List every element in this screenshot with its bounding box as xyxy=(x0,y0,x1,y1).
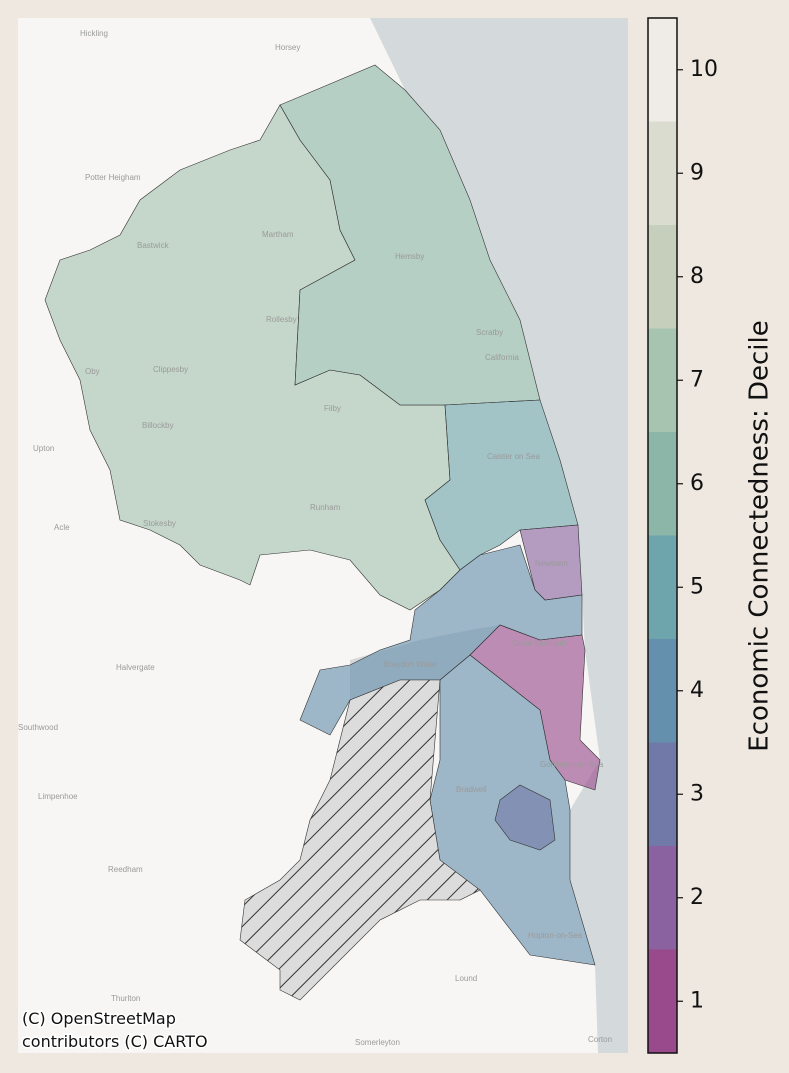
place-label: Hemsby xyxy=(395,252,424,261)
place-label: Acle xyxy=(54,523,70,532)
place-label: Limpenhoe xyxy=(38,792,78,801)
colorbar-tick-label: 9 xyxy=(690,160,704,185)
sea xyxy=(370,18,628,1053)
place-label: Breydon Water xyxy=(384,660,437,669)
place-label: Hickling xyxy=(80,29,108,38)
place-label: Halvergate xyxy=(116,663,155,672)
place-label: California xyxy=(485,353,519,362)
place-label: Clippesby xyxy=(153,365,188,374)
colorbar-swatch xyxy=(648,432,677,536)
place-label: Upton xyxy=(33,444,54,453)
colorbar-swatch xyxy=(648,328,677,432)
attribution: (C) OpenStreetMap xyxy=(22,1009,176,1028)
colorbar-tick-label: 5 xyxy=(690,574,704,599)
region xyxy=(424,399,579,571)
place-label: Gorleston-on-Sea xyxy=(540,760,604,769)
place-label: Potter Heigham xyxy=(85,173,141,182)
colorbar: 1 2 3 4 5 6 7 8 9 10 xyxy=(647,17,718,1054)
region xyxy=(279,64,541,406)
colorbar-tick-label: 4 xyxy=(690,678,704,703)
colorbar-tick-label: 6 xyxy=(690,471,704,496)
colorbar-label: Economic Connectedness: Decile xyxy=(745,320,775,751)
place-label: Thurlton xyxy=(111,994,140,1003)
place-label: Rollesby xyxy=(266,315,297,324)
place-labels: Hickling Horsey Potter Heigham Bastwick Mart… xyxy=(18,29,612,1047)
attribution: contributors (C) CARTO xyxy=(22,1032,208,1051)
place-label: Horsey xyxy=(275,43,300,52)
no-data-region xyxy=(239,679,481,1001)
colorbar-tick-label: 2 xyxy=(690,885,704,910)
colorbar-tick-label: 3 xyxy=(690,781,704,806)
region xyxy=(494,784,556,851)
colorbar-swatch xyxy=(648,949,677,1053)
colorbar-swatch xyxy=(648,121,677,225)
place-label: Caister on Sea xyxy=(487,452,540,461)
place-label: Runham xyxy=(310,503,341,512)
regions xyxy=(44,64,601,1001)
place-label: Newtown xyxy=(535,559,568,568)
place-label: Oby xyxy=(85,367,100,376)
place-label: Billockby xyxy=(142,421,174,430)
colorbar-swatch xyxy=(648,535,677,639)
place-label: Somerleyton xyxy=(355,1038,400,1047)
place-label: Bastwick xyxy=(137,241,170,250)
place-label: Hopton-on-Sea xyxy=(528,931,583,940)
colorbar-tick-label: 7 xyxy=(690,367,704,392)
colorbar-tick-label: 1 xyxy=(690,988,704,1013)
colorbar-swatch xyxy=(648,742,677,846)
place-label: Bradwell xyxy=(456,785,487,794)
place-label: Stokesby xyxy=(143,519,176,528)
colorbar-swatch xyxy=(648,18,677,122)
place-label: Corton xyxy=(588,1035,612,1044)
colorbar-tick-label: 8 xyxy=(690,264,704,289)
colorbar-frame xyxy=(647,17,678,1054)
place-label: Scratby xyxy=(476,328,503,337)
colorbar-swatch xyxy=(648,225,677,329)
place-label: Filby xyxy=(324,404,341,413)
place-label: Martham xyxy=(262,230,294,239)
place-label: Great Yarmouth xyxy=(512,639,568,648)
colorbar-tick-label: 10 xyxy=(690,57,718,82)
colorbar-swatch xyxy=(648,639,677,743)
map: Hickling Horsey Potter Heigham Bastwick Mart… xyxy=(18,18,628,1053)
place-label: Lound xyxy=(455,974,477,983)
place-label: Southwood xyxy=(18,723,58,732)
place-label: Reedham xyxy=(108,865,143,874)
colorbar-swatch xyxy=(648,846,677,950)
